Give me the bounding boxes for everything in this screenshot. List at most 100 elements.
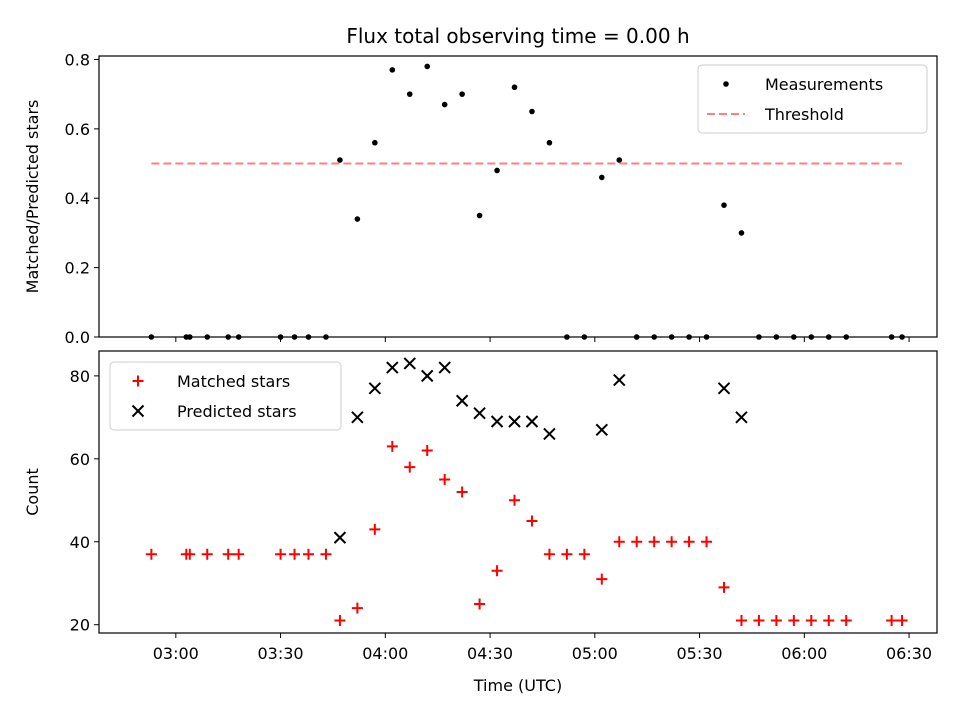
data-point bbox=[613, 373, 626, 387]
x-tick-label: 04:30 bbox=[467, 644, 513, 663]
legend-marker bbox=[132, 375, 144, 387]
data-point bbox=[526, 515, 538, 527]
data-point bbox=[145, 548, 157, 560]
data-point bbox=[886, 615, 898, 627]
data-point bbox=[201, 548, 213, 560]
data-point bbox=[494, 167, 500, 174]
data-point bbox=[631, 536, 643, 548]
data-point bbox=[840, 615, 852, 627]
series-predicted-stars bbox=[333, 357, 748, 544]
legend: Measurements Threshold bbox=[697, 64, 928, 134]
data-point bbox=[386, 440, 398, 452]
data-point bbox=[439, 474, 451, 486]
data-point bbox=[386, 361, 399, 374]
data-point bbox=[406, 91, 413, 97]
legend-box bbox=[109, 361, 342, 431]
y-tick-label: 60 bbox=[70, 450, 90, 469]
data-point bbox=[738, 230, 745, 236]
data-point bbox=[721, 202, 727, 208]
data-point bbox=[525, 415, 539, 428]
y-tick-label: 20 bbox=[70, 616, 90, 635]
data-point bbox=[333, 531, 347, 544]
data-point bbox=[735, 615, 747, 627]
x-tick-label: 03:30 bbox=[258, 644, 304, 663]
x-tick-label: 03:00 bbox=[153, 644, 199, 663]
data-point bbox=[616, 157, 623, 163]
data-point bbox=[896, 615, 908, 627]
data-point bbox=[717, 382, 731, 395]
data-point bbox=[596, 573, 608, 585]
data-point bbox=[543, 548, 555, 560]
data-point bbox=[770, 615, 782, 627]
series-measurements bbox=[148, 63, 905, 340]
data-point bbox=[823, 615, 835, 627]
panel-2: Count Time (UTC) 20 40 60 80 03:00 03:30 04:00 04… bbox=[23, 350, 938, 695]
x-tick-label: 06:30 bbox=[886, 644, 932, 663]
data-point bbox=[289, 548, 301, 560]
data-point bbox=[546, 139, 553, 146]
data-point bbox=[459, 91, 465, 97]
data-point bbox=[424, 63, 431, 70]
legend-marker bbox=[723, 81, 729, 87]
y-axis-label: Count bbox=[23, 468, 42, 516]
x-tick-label: 05:30 bbox=[677, 644, 723, 663]
series-matched-stars bbox=[145, 440, 908, 627]
data-point bbox=[508, 415, 521, 428]
data-point bbox=[455, 394, 469, 407]
data-point bbox=[441, 101, 448, 108]
data-point bbox=[368, 382, 382, 395]
plot-frame bbox=[98, 350, 938, 634]
data-point bbox=[474, 598, 486, 610]
data-point bbox=[599, 174, 605, 181]
data-point bbox=[543, 427, 556, 441]
data-point bbox=[753, 615, 765, 627]
data-point bbox=[354, 216, 361, 222]
data-point bbox=[404, 461, 416, 473]
data-point bbox=[334, 615, 346, 627]
data-point bbox=[491, 565, 503, 577]
data-point bbox=[701, 536, 713, 548]
data-point bbox=[529, 108, 535, 115]
x-axis-label: Time (UTC) bbox=[473, 676, 562, 695]
data-point bbox=[351, 602, 363, 614]
data-point bbox=[490, 415, 504, 428]
data-point bbox=[666, 536, 678, 548]
data-point bbox=[403, 357, 416, 370]
legend-entry: Measurements bbox=[765, 75, 883, 94]
data-point bbox=[683, 536, 695, 548]
data-point bbox=[438, 361, 451, 374]
legend-entry: Predicted stars bbox=[177, 402, 297, 421]
data-point bbox=[788, 615, 800, 627]
legend-marker bbox=[131, 404, 145, 418]
data-point bbox=[351, 411, 364, 424]
data-point bbox=[473, 406, 486, 420]
data-point bbox=[369, 523, 381, 535]
data-point bbox=[613, 536, 625, 548]
data-point bbox=[337, 157, 343, 163]
data-point bbox=[595, 423, 609, 437]
plot-frame bbox=[98, 55, 938, 338]
data-point bbox=[389, 67, 396, 73]
data-point bbox=[233, 548, 245, 560]
data-point bbox=[476, 212, 483, 219]
data-point bbox=[718, 581, 730, 593]
x-tick-label: 05:00 bbox=[572, 644, 618, 663]
data-point bbox=[805, 615, 817, 627]
data-point bbox=[421, 445, 433, 457]
legend: Matched stars Predicted stars bbox=[109, 361, 342, 431]
y-tick-label: 0.4 bbox=[65, 189, 90, 208]
legend-entry: Threshold bbox=[764, 105, 844, 124]
data-point bbox=[509, 494, 521, 506]
data-point bbox=[303, 548, 314, 560]
y-tick-label: 0.0 bbox=[65, 328, 90, 347]
y-tick-label: 0.6 bbox=[65, 120, 90, 139]
legend-entry: Matched stars bbox=[177, 372, 290, 391]
y-tick-label: 0.2 bbox=[65, 259, 90, 278]
data-point bbox=[511, 84, 518, 91]
data-point bbox=[648, 536, 660, 548]
data-point bbox=[735, 411, 748, 424]
y-axis-label: Matched/Predicted stars bbox=[23, 100, 42, 294]
data-point bbox=[561, 548, 573, 560]
data-point bbox=[421, 369, 434, 383]
x-tick-label: 04:00 bbox=[362, 644, 408, 663]
